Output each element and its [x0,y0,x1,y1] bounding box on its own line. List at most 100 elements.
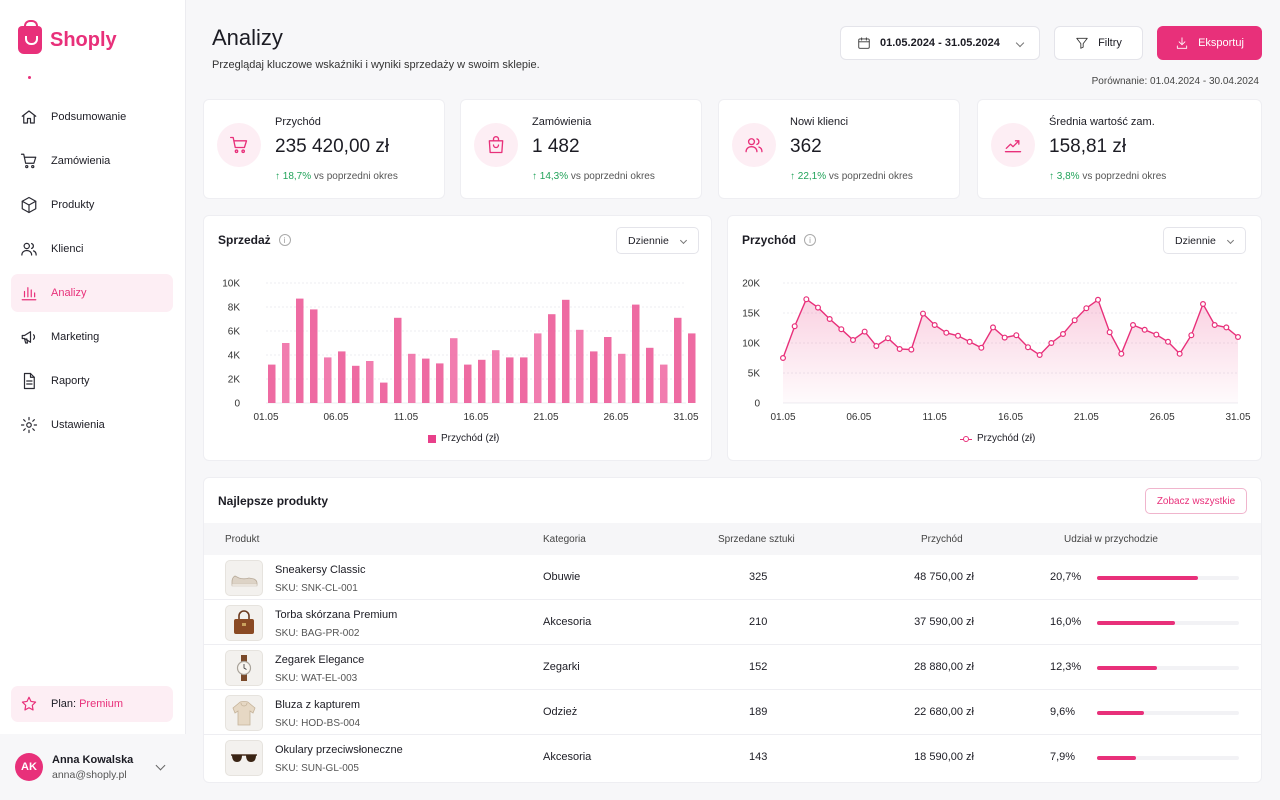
trend-icon [1004,140,1022,153]
kpi-delta: ↑ 22,1% vs poprzedni okres [790,171,913,182]
see-all-button[interactable]: Zobacz wszystkie [1145,488,1247,514]
table-row[interactable]: Bluza z kapturem SKU: HOD-BS-004 Odzież … [204,690,1261,735]
bag-icon [234,610,254,634]
sidebar-item-ustawienia[interactable]: Ustawienia [11,406,173,444]
column-header[interactable]: Produkt [225,534,260,545]
sidebar-item-marketing[interactable]: Marketing [11,318,173,356]
bar [464,364,472,403]
data-point [896,346,903,353]
bar [674,317,682,403]
sunglasses-icon [231,754,257,762]
kpi-delta: ↑ 14,3% vs poprzedni okres [532,171,655,182]
bar [380,382,388,403]
column-header[interactable]: Udział w przychodzie [1064,534,1158,545]
product-sku: SKU: SUN-GL-005 [275,763,359,774]
x-tick-label: 01.05 [253,412,278,423]
export-button[interactable]: Eksportuj [1157,26,1262,60]
sidebar-nav: Podsumowanie Zamówienia Produkty Klienci… [11,98,173,450]
document-icon [23,372,35,390]
chart-legend: Przychód (zł) [428,433,499,444]
box-icon [21,196,37,214]
table-row[interactable]: Sneakersy Classic SKU: SNK-CL-001 Obuwie… [204,555,1261,600]
calendar-icon [858,37,870,49]
data-point [978,344,985,351]
sidebar-item-klienci[interactable]: Klienci [11,230,173,268]
info-icon[interactable]: i [804,234,817,246]
bar [394,317,402,403]
kpi-card-orders: Zamówienia 1 482 ↑ 14,3% vs poprzedni ok… [460,99,702,199]
sidebar-item-produkty[interactable]: Produkty [11,186,173,224]
decor-dot [28,76,31,79]
avatar: AK [15,753,43,781]
data-point [1211,321,1218,328]
data-point [1095,296,1102,303]
cart-icon [230,136,248,154]
sidebar-item-raporty[interactable]: Raporty [11,362,173,400]
logo[interactable]: Shoply [18,20,117,54]
bar [296,298,304,403]
share-progress [1097,621,1239,625]
product-sku: SKU: WAT-EL-003 [275,673,358,684]
sidebar-item-zamowienia[interactable]: Zamówienia [11,142,173,180]
legend-swatch [428,434,436,443]
x-tick-label: 16.05 [463,412,488,423]
users-icon [21,242,37,256]
filters-button[interactable]: Filtry [1054,26,1143,60]
data-point [849,336,856,343]
kpi-label: Zamówienia [532,116,592,128]
bar [450,338,458,403]
star-icon [21,696,37,711]
data-point [1013,332,1020,339]
bar [660,364,668,403]
table-row[interactable]: Zegarek Elegance SKU: WAT-EL-003 Zegarki… [204,645,1261,690]
product-revenue: 18 590,00 zł [914,751,974,763]
y-tick-label: 0 [234,399,240,410]
units-sold: 143 [749,751,768,763]
chevron-down-icon[interactable] [155,760,166,771]
share-progress [1097,666,1239,670]
column-header[interactable]: Kategoria [543,534,586,545]
y-tick-label: 10K [222,279,240,290]
units-sold: 152 [749,661,768,673]
product-revenue: 48 750,00 zł [914,571,974,583]
date-range-picker[interactable]: 01.05.2024 - 31.05.2024 [840,26,1040,60]
sidebar-item-analizy[interactable]: Analizy [11,274,173,312]
x-tick-label: 26.05 [1150,412,1175,423]
bar [632,304,640,403]
data-point [1165,338,1172,345]
series-line [782,298,1239,359]
y-tick-label: 0 [754,399,760,410]
page-title: Analizy [212,25,283,50]
info-icon[interactable]: i [278,234,291,246]
kpi-card-avg-order: Średnia wartość zam. 158,81 zł ↑ 3,8% vs… [977,99,1262,199]
sales-bar-chart: 0 2K 4K 6K 8K 10K 01.05 06.05 11.05 16.05 21.05 26.… [222,279,699,424]
legend-label: Przychód (zł) [441,433,500,444]
sidebar-item-podsumowanie[interactable]: Podsumowanie [11,98,173,136]
revenue-share: 9,6% [1050,706,1076,718]
y-tick-label: 4K [228,351,241,362]
plan-label: Plan: [51,698,77,710]
x-tick-label: 06.05 [846,412,871,423]
interval-select[interactable]: Dziennie [616,227,699,254]
data-point [1036,352,1043,359]
kpi-value: 235 420,00 zł [275,136,390,157]
user-name: Anna Kowalska [52,753,134,766]
product-name: Zegarek Elegance [275,654,365,666]
bar [436,363,444,403]
product-sku: SKU: BAG-PR-002 [275,628,360,639]
sidebar-item-label: Raporty [51,375,90,387]
column-header[interactable]: Przychód [921,534,963,545]
table-row[interactable]: Okulary przeciwsłoneczne SKU: SUN-GL-005… [204,735,1261,780]
interval-select[interactable]: Dziennie [1163,227,1246,254]
y-tick-label: 6K [228,327,241,338]
table-row[interactable]: Torba skórzana Premium SKU: BAG-PR-002 A… [204,600,1261,645]
users-icon [745,138,763,153]
column-header[interactable]: Sprzedane sztuki [718,534,795,545]
plan-badge[interactable]: Plan: Premium [11,686,173,722]
user-menu[interactable]: AK Anna Kowalska anna@shoply.pl [0,734,186,800]
bar [324,357,332,403]
date-range-value: 01.05.2024 - 31.05.2024 [880,37,1000,49]
sneaker-icon [231,575,258,587]
x-tick-label: 31.05 [673,412,698,423]
arrow-up-icon: ↑ [532,171,540,182]
